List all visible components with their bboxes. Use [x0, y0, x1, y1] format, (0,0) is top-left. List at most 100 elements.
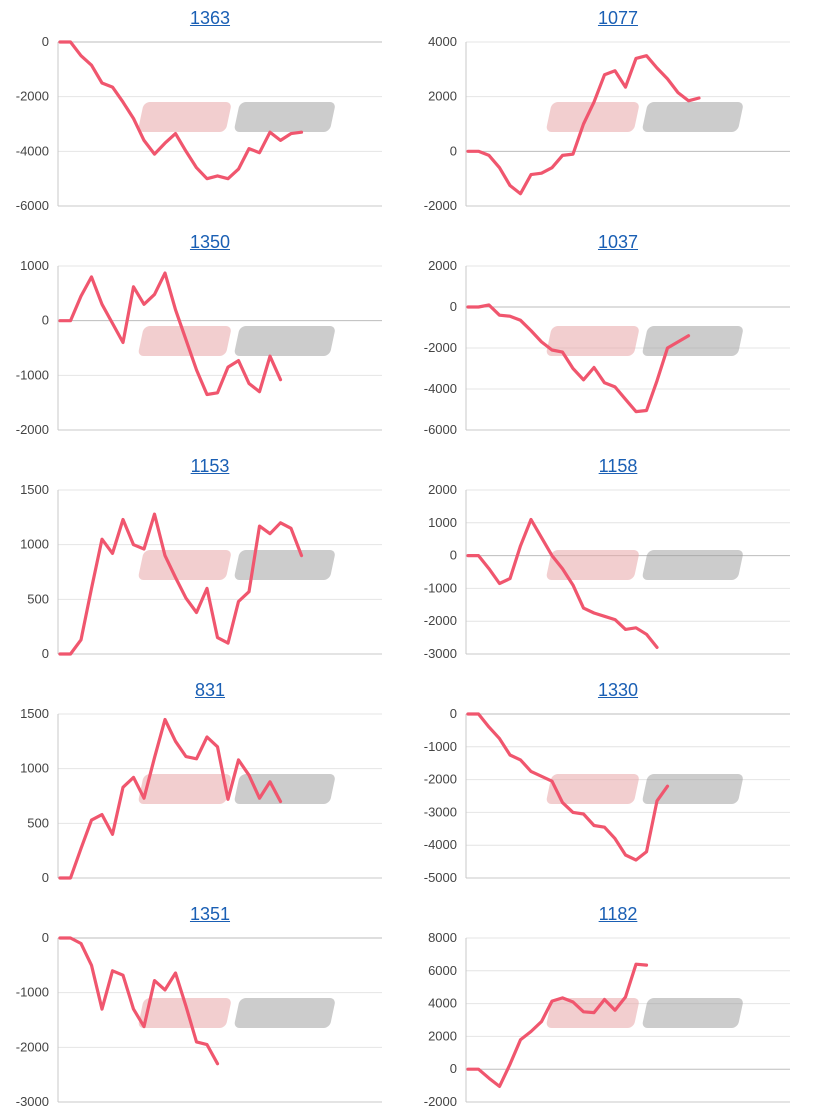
watermark-logo — [546, 550, 743, 580]
y-tick-label: 4000 — [428, 34, 457, 49]
chart-title-link[interactable]: 1350 — [189, 232, 231, 252]
series-line — [58, 271, 283, 397]
y-tick-label: -1000 — [16, 367, 49, 382]
series-line — [466, 517, 659, 649]
series-line — [58, 512, 304, 656]
chart-panel-1351: 1351 0 -1000 -2000 -3000 — [10, 896, 410, 1120]
y-tick-label: 500 — [27, 591, 49, 606]
chart-title-link[interactable]: 1330 — [597, 680, 639, 700]
series-line — [58, 40, 304, 181]
series-line — [466, 303, 691, 414]
y-tick-label: 2000 — [428, 1028, 457, 1043]
watermark-logo — [138, 326, 335, 356]
watermark-shape — [642, 326, 743, 356]
watermark-logo — [138, 998, 335, 1028]
y-tick-label: -2000 — [16, 1039, 49, 1054]
chart-panel-1037: 1037 2000 0 -2000 -4000 -6000 — [418, 224, 817, 448]
y-tick-label: -4000 — [16, 143, 49, 158]
watermark-shape — [234, 326, 335, 356]
chart-panel-831: 831 1500 1000 500 0 — [10, 672, 410, 896]
y-tick-label: -1000 — [424, 739, 457, 754]
line-chart: 4000 2000 0 -2000 — [424, 34, 790, 213]
y-tick-label: 0 — [450, 299, 457, 314]
y-tick-label: -3000 — [424, 804, 457, 819]
watermark-shape — [642, 102, 743, 132]
line-chart: 2000 0 -2000 -4000 -6000 — [424, 258, 790, 437]
chart-title-link[interactable]: 1158 — [598, 456, 638, 476]
line-chart: 8000 6000 4000 2000 0 -2000 — [424, 930, 790, 1109]
y-tick-label: -2000 — [16, 89, 49, 104]
series-line — [466, 712, 670, 862]
line-chart: 0 -1000 -2000 -3000 -4000 -5000 — [424, 706, 790, 885]
y-tick-label: 1500 — [20, 706, 49, 721]
watermark-shape — [642, 550, 743, 580]
watermark-shape — [546, 774, 639, 804]
y-tick-label: 0 — [42, 930, 49, 945]
line-chart: 1500 1000 500 0 — [20, 706, 382, 885]
y-tick-label: -3000 — [424, 646, 457, 661]
y-tick-label: -4000 — [424, 381, 457, 396]
y-tick-label: 1500 — [20, 482, 49, 497]
watermark-shape — [546, 326, 639, 356]
watermark-logo — [138, 102, 335, 132]
y-tick-label: -2000 — [424, 613, 457, 628]
y-tick-label: 8000 — [428, 930, 457, 945]
y-tick-label: 1000 — [20, 761, 49, 776]
chart-panel-1330: 1330 0 -1000 -2000 -3000 -4000 -5000 — [418, 672, 817, 896]
chart-title-link[interactable]: 1153 — [190, 456, 230, 476]
y-tick-label: -6000 — [16, 198, 49, 213]
watermark-logo — [546, 102, 743, 132]
chart-panel-1077: 1077 4000 2000 0 -2000 — [418, 0, 817, 224]
y-tick-label: 4000 — [428, 996, 457, 1011]
y-tick-label: -6000 — [424, 422, 457, 437]
watermark-shape — [138, 998, 231, 1028]
y-tick-label: -4000 — [424, 837, 457, 852]
watermark-shape — [138, 774, 231, 804]
chart-panel-1158: 1158 2000 1000 0 -1000 -2000 -3000 — [418, 448, 817, 672]
watermark-shape — [138, 550, 231, 580]
chart-panel-1182: 1182 8000 6000 4000 2000 0 -2000 — [418, 896, 817, 1120]
y-tick-label: 2000 — [428, 258, 457, 273]
y-tick-label: 0 — [450, 143, 457, 158]
watermark-logo — [546, 774, 743, 804]
y-tick-label: 0 — [42, 646, 49, 661]
y-tick-label: 6000 — [428, 963, 457, 978]
line-chart: 0 -1000 -2000 -3000 — [16, 930, 382, 1109]
chart-title-link[interactable]: 1037 — [597, 232, 639, 252]
y-tick-label: 2000 — [428, 89, 457, 104]
watermark-shape — [234, 102, 335, 132]
y-tick-label: 0 — [42, 34, 49, 49]
y-tick-label: -1000 — [16, 985, 49, 1000]
y-tick-label: -2000 — [424, 198, 457, 213]
y-tick-label: -1000 — [424, 580, 457, 595]
y-tick-label: 1000 — [20, 258, 49, 273]
series-line — [58, 936, 220, 1066]
series-line — [466, 54, 701, 196]
chart-title-link[interactable]: 1351 — [189, 904, 231, 924]
y-tick-label: -2000 — [424, 772, 457, 787]
watermark-logo — [138, 550, 335, 580]
chart-title-link[interactable]: 1182 — [598, 904, 638, 924]
y-tick-label: 500 — [27, 815, 49, 830]
watermark-logo — [546, 326, 743, 356]
watermark-logo — [138, 774, 335, 804]
y-tick-label: -2000 — [424, 1094, 457, 1109]
line-chart: 1500 1000 500 0 — [20, 482, 382, 661]
line-chart: 1000 0 -1000 -2000 — [16, 258, 382, 437]
chart-panel-1363: 1363 0 -2000 -4000 -6000 — [10, 0, 410, 224]
watermark-shape — [234, 998, 335, 1028]
line-chart: 2000 1000 0 -1000 -2000 -3000 — [424, 482, 790, 661]
series-line — [58, 717, 283, 880]
watermark-shape — [546, 550, 639, 580]
watermark-shape — [234, 550, 335, 580]
chart-title-link[interactable]: 831 — [194, 680, 226, 700]
y-tick-label: 2000 — [428, 482, 457, 497]
y-tick-label: -2000 — [16, 422, 49, 437]
y-tick-label: 0 — [450, 706, 457, 721]
chart-title-link[interactable]: 1077 — [597, 8, 639, 28]
chart-panel-1153: 1153 1500 1000 500 0 — [10, 448, 410, 672]
watermark-shape — [546, 102, 639, 132]
y-tick-label: 0 — [450, 548, 457, 563]
watermark-shape — [642, 774, 743, 804]
chart-title-link[interactable]: 1363 — [189, 8, 231, 28]
